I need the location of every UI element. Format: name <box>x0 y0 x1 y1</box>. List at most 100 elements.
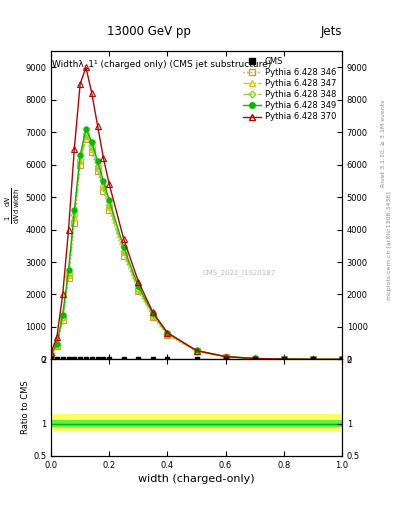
Pythia 6.428 346 <box>101 187 106 194</box>
Text: Jets: Jets <box>320 26 342 38</box>
Pythia 6.428 347 <box>72 214 77 220</box>
Pythia 6.428 348 <box>72 212 77 218</box>
Pythia 6.428 346 <box>194 348 199 354</box>
X-axis label: width (charged-only): width (charged-only) <box>138 474 255 484</box>
CMS <box>165 356 170 362</box>
Pythia 6.428 346 <box>107 207 112 213</box>
Pythia 6.428 347 <box>101 184 106 190</box>
CMS <box>136 356 141 362</box>
Pythia 6.428 347 <box>281 356 286 362</box>
Pythia 6.428 348 <box>90 144 94 150</box>
Text: 13000 GeV pp: 13000 GeV pp <box>107 26 191 38</box>
Pythia 6.428 346 <box>55 344 59 350</box>
Pythia 6.428 347 <box>95 165 100 171</box>
Pythia 6.428 370 <box>340 356 344 362</box>
CMS <box>121 356 126 362</box>
CMS <box>194 356 199 362</box>
Pythia 6.428 346 <box>281 356 286 362</box>
Pythia 6.428 349 <box>90 139 94 145</box>
Pythia 6.428 349 <box>78 152 83 158</box>
Line: Pythia 6.428 348: Pythia 6.428 348 <box>49 132 344 362</box>
Pythia 6.428 348 <box>151 312 155 318</box>
CMS <box>310 356 315 362</box>
Pythia 6.428 347 <box>90 145 94 152</box>
Pythia 6.428 349 <box>61 311 65 317</box>
Y-axis label: $\frac{1}{\mathrm{d}N}\frac{\mathrm{d}N}{\mathrm{d}\,\mathrm{width}}$: $\frac{1}{\mathrm{d}N}\frac{\mathrm{d}N}… <box>4 187 22 224</box>
CMS <box>90 356 94 362</box>
Pythia 6.428 349 <box>107 197 112 203</box>
Line: Pythia 6.428 349: Pythia 6.428 349 <box>48 126 345 362</box>
CMS <box>78 356 83 362</box>
Pythia 6.428 347 <box>78 158 83 164</box>
Text: Rivet 3.1.10, ≥ 3.1M events: Rivet 3.1.10, ≥ 3.1M events <box>381 100 386 187</box>
Pythia 6.428 347 <box>107 204 112 210</box>
Pythia 6.428 348 <box>340 356 344 362</box>
Pythia 6.428 346 <box>95 168 100 174</box>
Line: Pythia 6.428 346: Pythia 6.428 346 <box>48 136 345 362</box>
Pythia 6.428 346 <box>66 275 71 282</box>
Pythia 6.428 348 <box>310 356 315 362</box>
Pythia 6.428 370 <box>95 123 100 129</box>
Pythia 6.428 370 <box>72 145 77 152</box>
Pythia 6.428 346 <box>49 353 53 359</box>
Pythia 6.428 346 <box>78 162 83 168</box>
Pythia 6.428 348 <box>49 352 53 358</box>
CMS <box>95 356 100 362</box>
Pythia 6.428 346 <box>72 220 77 226</box>
Y-axis label: Ratio to CMS: Ratio to CMS <box>21 381 30 434</box>
CMS <box>252 356 257 362</box>
CMS <box>49 356 53 362</box>
Pythia 6.428 349 <box>101 178 106 184</box>
Pythia 6.428 349 <box>252 355 257 361</box>
Pythia 6.428 347 <box>223 354 228 360</box>
CMS <box>223 356 228 362</box>
Legend: CMS, Pythia 6.428 346, Pythia 6.428 347, Pythia 6.428 348, Pythia 6.428 349, Pyt: CMS, Pythia 6.428 346, Pythia 6.428 347,… <box>241 55 338 123</box>
Pythia 6.428 347 <box>165 331 170 337</box>
Pythia 6.428 370 <box>165 330 170 336</box>
Pythia 6.428 348 <box>281 356 286 362</box>
Pythia 6.428 370 <box>223 354 228 360</box>
Pythia 6.428 348 <box>61 313 65 319</box>
Pythia 6.428 346 <box>223 354 228 360</box>
Pythia 6.428 348 <box>136 286 141 292</box>
Pythia 6.428 348 <box>78 157 83 163</box>
Pythia 6.428 370 <box>310 356 315 362</box>
Pythia 6.428 370 <box>90 90 94 96</box>
Pythia 6.428 349 <box>310 356 315 362</box>
Pythia 6.428 346 <box>151 314 155 321</box>
Pythia 6.428 348 <box>95 163 100 169</box>
Pythia 6.428 370 <box>136 279 141 285</box>
Pythia 6.428 370 <box>61 291 65 297</box>
CMS <box>61 356 65 362</box>
Pythia 6.428 370 <box>121 236 126 242</box>
Pythia 6.428 349 <box>95 158 100 164</box>
Pythia 6.428 370 <box>84 65 88 71</box>
Pythia 6.428 347 <box>55 342 59 348</box>
Pythia 6.428 370 <box>281 356 286 362</box>
Pythia 6.428 370 <box>101 155 106 161</box>
Pythia 6.428 348 <box>84 131 88 137</box>
Pythia 6.428 349 <box>151 310 155 316</box>
Pythia 6.428 348 <box>252 355 257 361</box>
Line: Pythia 6.428 347: Pythia 6.428 347 <box>48 133 345 362</box>
Text: mcplots.cern.ch [arXiv:1306.3436]: mcplots.cern.ch [arXiv:1306.3436] <box>387 191 391 300</box>
Pythia 6.428 370 <box>107 181 112 187</box>
Pythia 6.428 370 <box>194 348 199 354</box>
Pythia 6.428 347 <box>84 133 88 139</box>
Pythia 6.428 348 <box>121 248 126 254</box>
Pythia 6.428 346 <box>136 288 141 294</box>
Pythia 6.428 349 <box>136 283 141 289</box>
CMS <box>151 356 155 362</box>
Pythia 6.428 349 <box>66 267 71 273</box>
Pythia 6.428 370 <box>55 334 59 340</box>
Pythia 6.428 346 <box>61 317 65 324</box>
Pythia 6.428 370 <box>252 355 257 361</box>
Pythia 6.428 347 <box>151 312 155 318</box>
CMS <box>72 356 77 362</box>
Pythia 6.428 370 <box>151 309 155 315</box>
Pythia 6.428 347 <box>194 348 199 354</box>
Pythia 6.428 346 <box>121 252 126 259</box>
CMS <box>340 356 344 362</box>
Pythia 6.428 348 <box>165 331 170 337</box>
Pythia 6.428 347 <box>61 314 65 321</box>
